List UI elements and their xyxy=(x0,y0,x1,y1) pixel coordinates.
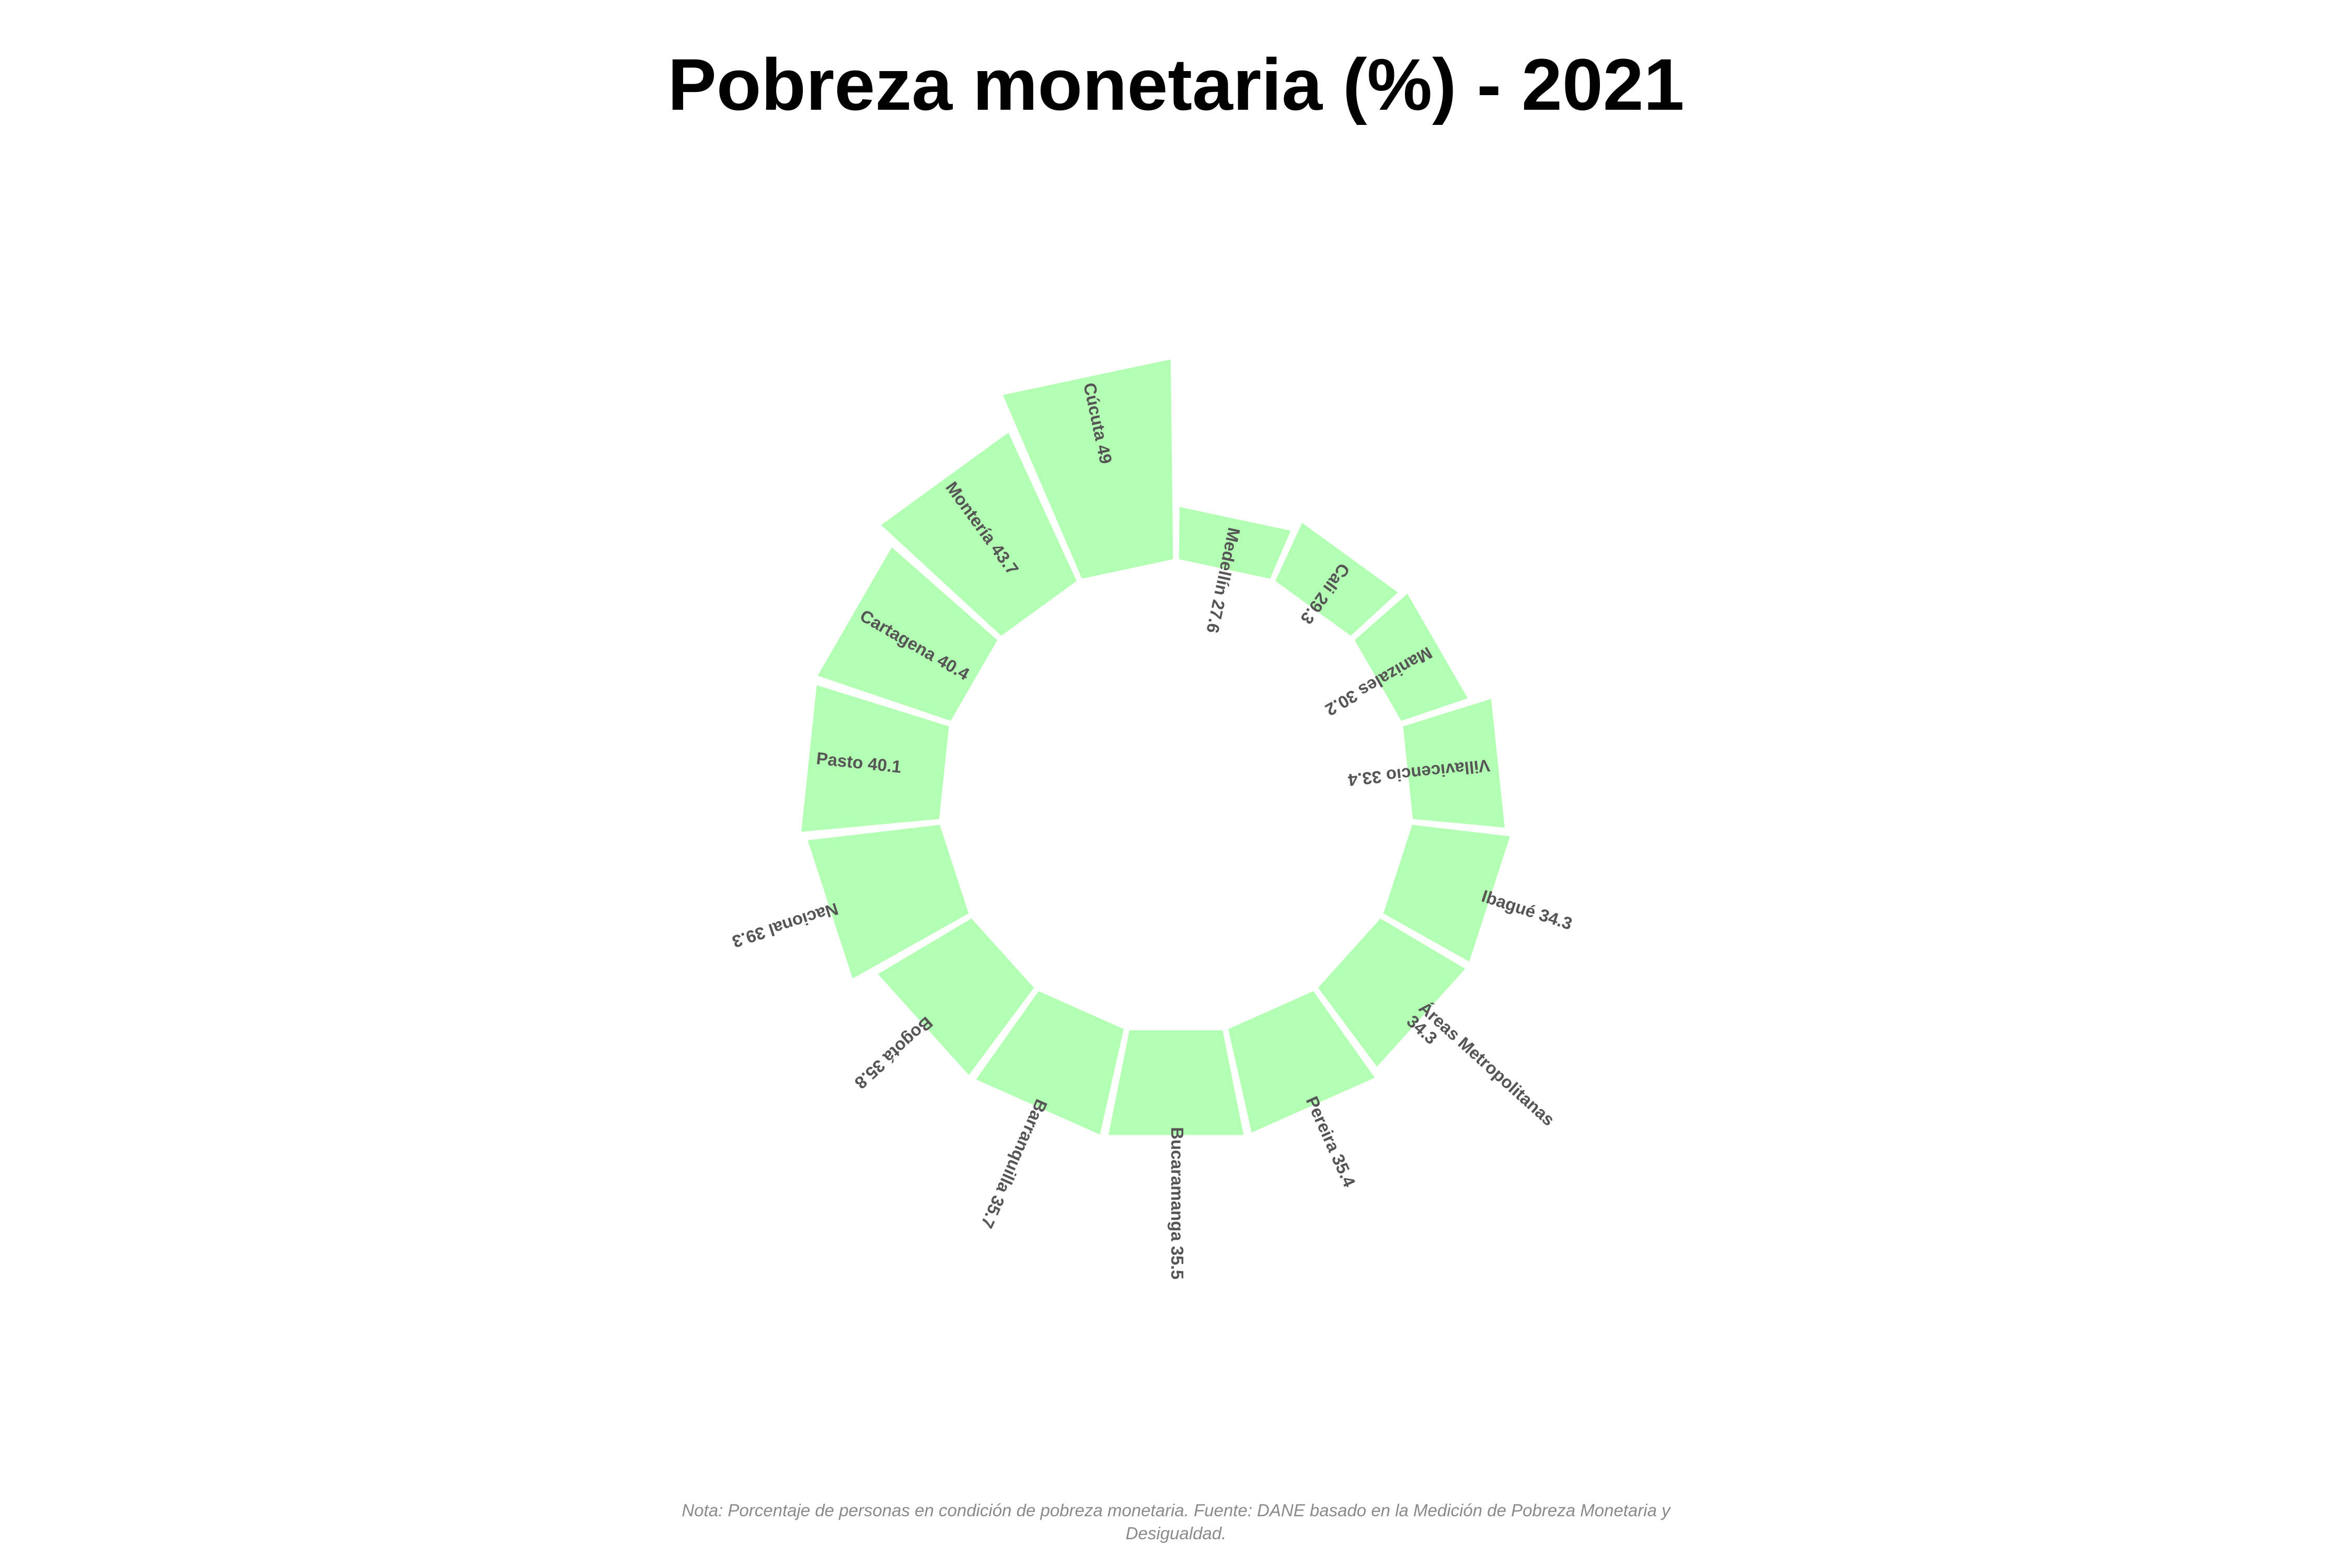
bar-label: Bucaramanga 35.5 xyxy=(1168,1127,1187,1279)
bar xyxy=(1318,918,1466,1067)
bar xyxy=(1108,1030,1244,1135)
bar xyxy=(878,918,1034,1075)
bar xyxy=(1179,507,1291,579)
bar-label: Pereira 35.4 xyxy=(1302,1093,1359,1190)
bar-label: Bogotá 35.8 xyxy=(851,1013,937,1093)
bar xyxy=(1383,825,1510,962)
bar-label-line: Áreas Metropolitanas xyxy=(1415,998,1559,1129)
chart-note: Nota: Porcentaje de personas en condició… xyxy=(682,1501,1670,1543)
bar xyxy=(808,825,969,979)
bar-label-line: Bucaramanga 35.5 xyxy=(1168,1127,1187,1279)
bar-label: Áreas Metropolitanas34.3 xyxy=(1403,998,1559,1143)
bars-group xyxy=(801,359,1510,1135)
bar-label-line: Bogotá 35.8 xyxy=(851,1013,937,1093)
bar-label-line: Pereira 35.4 xyxy=(1302,1093,1359,1190)
bar-label: Ibagué 34.3 xyxy=(1479,886,1574,933)
bar xyxy=(1403,699,1505,828)
bar xyxy=(817,547,998,721)
bar xyxy=(976,991,1124,1135)
bar xyxy=(1275,523,1398,636)
bar-label-line: Nacional 39.3 xyxy=(730,900,840,952)
bar-label-line: Barranquilla 35.7 xyxy=(977,1097,1052,1231)
bar-label-line: Ibagué 34.3 xyxy=(1479,886,1574,933)
bar-label: Nacional 39.3 xyxy=(730,900,840,952)
bar xyxy=(1228,991,1375,1133)
bar xyxy=(801,685,949,832)
chart-title: Pobreza monetaria (%) - 2021 xyxy=(667,43,1685,125)
bar-label: Barranquilla 35.7 xyxy=(977,1097,1052,1231)
bar xyxy=(1354,594,1468,721)
bar xyxy=(881,432,1077,636)
bar xyxy=(1002,359,1173,579)
